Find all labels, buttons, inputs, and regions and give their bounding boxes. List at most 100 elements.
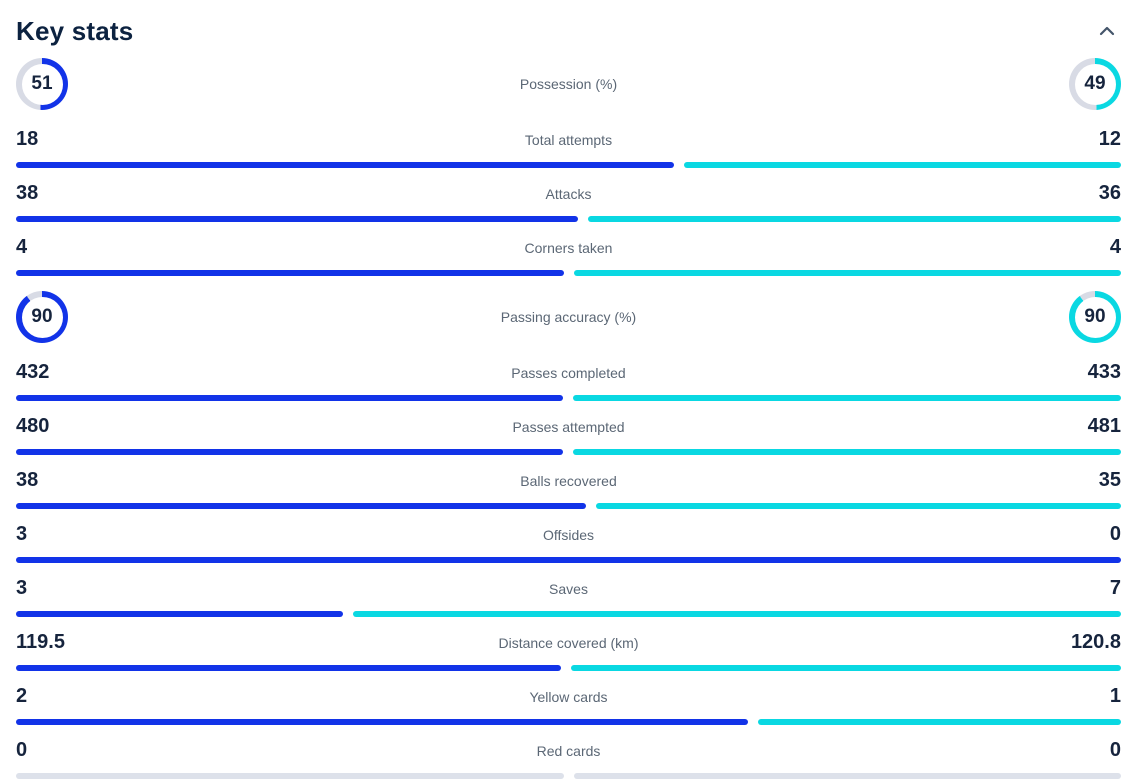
home-value: 2 [16,685,28,707]
home-progress-ring: 51 [16,58,68,110]
stat-row-values: 480 Passes attempted 481 [16,415,1121,437]
away-bar [684,162,1121,168]
stat-row-bar: 18 Total attempts 12 [16,119,1121,173]
home-value: 0 [16,739,28,761]
stat-row-bar: 38 Balls recovered 35 [16,460,1121,514]
stat-label: Passes attempted [512,419,625,435]
away-bar [570,665,1121,671]
stat-row-values: 38 Attacks 36 [16,182,1121,204]
away-bar [572,395,1121,401]
home-value: 4 [16,236,28,258]
home-bar [16,395,563,401]
stat-label: Distance covered (km) [498,635,639,651]
away-progress-ring: 49 [1069,58,1121,110]
stat-bar-track [16,270,1121,276]
stat-row-values: 432 Passes completed 433 [16,361,1121,383]
stats-rows: 51 Possession (%) 49 18 Total attempts 1… [16,55,1121,784]
stat-label: Yellow cards [529,689,608,705]
stat-label: Saves [549,581,588,597]
home-value: 51 [21,63,63,105]
away-bar [573,773,1121,779]
away-value: 4 [1109,236,1121,258]
home-value: 3 [16,523,28,545]
home-value: 119.5 [16,631,65,653]
away-value: 1 [1109,685,1121,707]
stat-row-values: 3 Saves 7 [16,577,1121,599]
away-value: 433 [1087,361,1121,383]
away-value: 90 [1074,296,1116,338]
stat-bar-track [16,162,1121,168]
stat-row-ring: 90 Passing accuracy (%) 90 [16,288,1121,346]
home-bar [16,773,564,779]
stat-row-bar: 2 Yellow cards 1 [16,676,1121,730]
stat-bar-track [16,395,1121,401]
panel-title: Key stats [16,15,134,46]
away-value: 0 [1109,739,1121,761]
home-value: 432 [16,361,50,383]
away-bar [596,503,1121,509]
home-bar [16,503,587,509]
home-bar [16,611,343,617]
home-value: 3 [16,577,28,599]
away-value: 481 [1087,415,1121,437]
stat-label: Total attempts [524,132,613,148]
away-value: 12 [1098,128,1121,150]
collapse-section-button[interactable] [1093,22,1121,40]
stat-row-values: 4 Corners taken 4 [16,236,1121,258]
key-stats-header: Key stats [16,14,1121,48]
away-bar [757,719,1121,725]
stat-bar-track [16,449,1121,455]
home-value: 480 [16,415,50,437]
home-bar [16,665,561,671]
home-bar [16,270,564,276]
stat-label: Corners taken [524,240,613,256]
home-progress-ring: 90 [16,291,68,343]
stat-label: Offsides [542,527,595,543]
stat-bar-track [16,719,1121,725]
stat-bar-track [16,557,1121,563]
home-bar [16,719,748,725]
away-value: 36 [1098,182,1121,204]
home-value: 18 [16,128,39,150]
chevron-up-icon [1099,26,1115,36]
away-value: 7 [1109,577,1121,599]
stat-bar-track [16,503,1121,509]
stat-row-values: 38 Balls recovered 35 [16,469,1121,491]
stat-row-bar: 0 Red cards 0 [16,730,1121,784]
stat-row-bar: 3 Offsides 0 [16,514,1121,568]
away-value: 35 [1098,469,1121,491]
away-value: 49 [1074,63,1116,105]
stat-label: Attacks [545,186,592,202]
away-value: 120.8 [1070,631,1121,653]
away-bar [588,216,1121,222]
stat-label: Red cards [536,743,601,759]
stat-row-values: 2 Yellow cards 1 [16,685,1121,707]
stat-label: Passing accuracy (%) [500,309,637,325]
away-bar [352,611,1121,617]
home-bar [16,216,579,222]
stat-label: Passes completed [511,365,626,381]
home-bar [16,449,563,455]
stat-row-bar: 119.5 Distance covered (km) 120.8 [16,622,1121,676]
stat-bar-track [16,665,1121,671]
stat-bar-track [16,216,1121,222]
away-value: 0 [1109,523,1121,545]
home-bar [16,162,674,168]
stat-row-bar: 432 Passes completed 433 [16,352,1121,406]
away-progress-ring: 90 [1069,291,1121,343]
away-bar [572,449,1121,455]
stat-row-values: 119.5 Distance covered (km) 120.8 [16,631,1121,653]
stat-row-values: 3 Offsides 0 [16,523,1121,545]
home-value: 38 [16,182,39,204]
stat-row-bar: 480 Passes attempted 481 [16,406,1121,460]
home-value: 90 [21,296,63,338]
stat-row-values: 18 Total attempts 12 [16,128,1121,150]
home-bar [16,557,1121,563]
stat-label: Possession (%) [519,76,618,92]
stat-row-ring: 51 Possession (%) 49 [16,55,1121,113]
stat-row-values: 0 Red cards 0 [16,739,1121,761]
away-bar [573,270,1121,276]
stat-row-bar: 3 Saves 7 [16,568,1121,622]
stat-label: Balls recovered [520,473,617,489]
